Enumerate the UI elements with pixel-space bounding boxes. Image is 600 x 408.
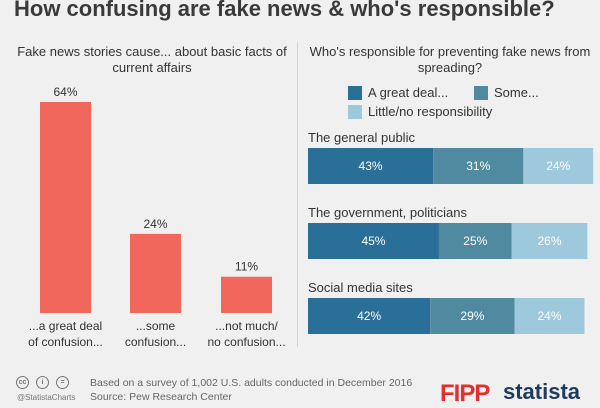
legend-item-some: Some... — [474, 85, 539, 100]
segment-label-0-1: 31% — [466, 159, 490, 173]
stacked-segment-0-1 — [433, 148, 524, 184]
cc-icon: cc — [16, 376, 29, 389]
left-panel-subtitle: Fake news stories cause... about basic f… — [17, 44, 287, 75]
source-note: Source: Pew Research Center — [90, 391, 232, 403]
segment-label-1-1: 25% — [463, 234, 487, 248]
category-label-social-media: Social media sites — [308, 280, 413, 295]
segment-label-0-2: 24% — [546, 159, 570, 173]
legend-item-great-deal: A great deal... — [348, 85, 448, 100]
right-panel-subtitle: Who's responsible for preventing fake ne… — [309, 44, 591, 75]
category-label-0-line-0: ...a great deal — [29, 319, 102, 333]
segment-label-2-1: 29% — [460, 309, 484, 323]
chart-title: How confusing are fake news & who's resp… — [14, 0, 555, 21]
segment-label-2-2: 24% — [538, 309, 562, 323]
bar-value-label-0: 64% — [53, 85, 77, 99]
stacked-segment-0-2 — [523, 148, 594, 184]
category-label-government: The government, politicians — [308, 205, 467, 220]
segment-label-0-0: 43% — [359, 159, 383, 173]
stacked-segment-2-0 — [308, 298, 431, 334]
segment-label-2-0: 42% — [357, 309, 381, 323]
category-label-0-line-1: of confusion... — [28, 335, 103, 349]
stacked-segment-0-0 — [308, 148, 434, 184]
legend-item-little: Little/no responsibility — [348, 104, 492, 119]
bar-1 — [130, 233, 181, 313]
stacked-segment-1-2 — [511, 223, 588, 259]
bar-2 — [221, 276, 272, 313]
stacked-segment-2-2 — [514, 298, 585, 334]
bar-0 — [40, 102, 91, 313]
legend-label-little: Little/no responsibility — [368, 104, 493, 119]
legend-label-great-deal: A great deal... — [368, 85, 449, 100]
category-label-1-line-1: confusion... — [125, 335, 186, 349]
segment-label-1-2: 26% — [538, 234, 562, 248]
no-derivatives-icon: = — [56, 376, 69, 389]
statista-handle: @StatistaCharts — [17, 393, 76, 402]
category-label-1-line-0: ...some — [136, 319, 176, 333]
attribution-icon: i — [36, 376, 49, 389]
segment-label-1-0: 45% — [361, 234, 385, 248]
stacked-segment-1-0 — [308, 223, 439, 259]
statista-logo: statista — [503, 379, 581, 404]
stacked-segment-2-1 — [430, 298, 515, 334]
legend-label-some: Some... — [494, 85, 539, 100]
bar-value-label-2: 11% — [235, 260, 258, 274]
panel-divider — [297, 42, 298, 347]
category-label-2-line-0: ...not much/ — [215, 319, 278, 333]
fipp-logo: FIPP — [440, 380, 490, 407]
legend-swatch-little — [348, 104, 362, 119]
legend-swatch-great-deal — [348, 85, 362, 100]
category-label-general-public: The general public — [308, 130, 415, 145]
stacked-segment-1-1 — [438, 223, 512, 259]
legend-swatch-some — [474, 85, 488, 100]
category-label-2-line-1: no confusion... — [207, 335, 285, 349]
survey-note: Based on a survey of 1,002 U.S. adults c… — [90, 377, 413, 389]
bar-value-label-1: 24% — [143, 217, 167, 231]
